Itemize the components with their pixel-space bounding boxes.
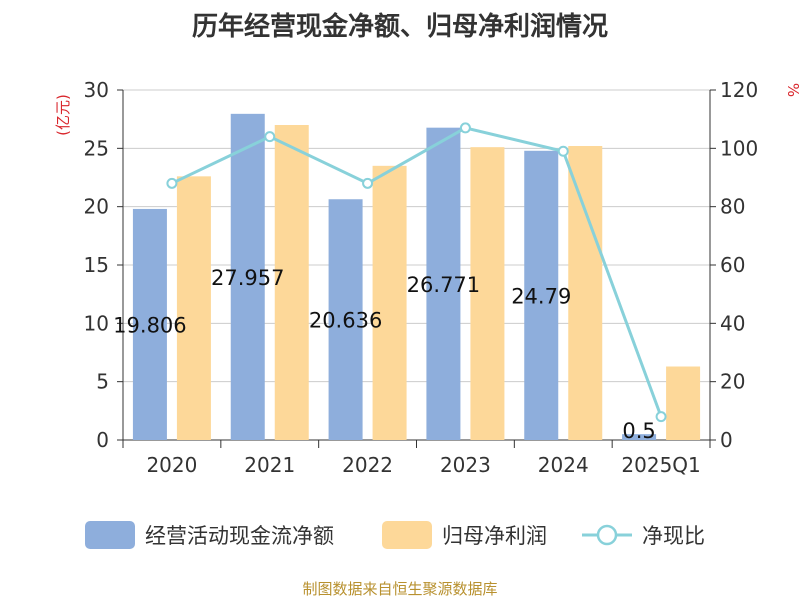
- source-note: 制图数据来自恒生聚源数据库: [302, 580, 498, 598]
- y-right-tick-label: 100: [720, 136, 758, 160]
- y-right-tick-label: 60: [720, 253, 745, 277]
- y-left-axis-label: (亿元): [54, 94, 72, 136]
- bar-cash-flow: [328, 199, 363, 440]
- line-ratio-point: [557, 145, 569, 157]
- legend-swatch-net-profit: [382, 521, 432, 549]
- y-right-tick-label: 20: [720, 370, 745, 394]
- bar-net-profit: [176, 176, 211, 441]
- y-left-tick-label: 30: [84, 78, 109, 102]
- legend-label-cash-flow: 经营活动现金流净额: [145, 524, 334, 548]
- x-tick-label: 2023: [440, 453, 491, 477]
- y-right-axis-label: %: [784, 83, 800, 97]
- x-tick-label: 2020: [146, 453, 197, 477]
- line-ratio-point: [166, 177, 178, 189]
- bar-net-profit: [470, 147, 505, 440]
- data-label-cash-flow: 26.771: [407, 273, 480, 297]
- y-right-tick-label: 80: [720, 195, 745, 219]
- y-left-tick-label: 0: [96, 428, 109, 452]
- data-label-cash-flow: 24.79: [511, 284, 571, 308]
- line-ratio-point: [362, 177, 374, 189]
- bar-cash-flow: [622, 434, 657, 440]
- x-tick-label: 2025Q1: [621, 453, 700, 477]
- line-ratio: [171, 126, 663, 418]
- y-right-tick-label: 40: [720, 311, 745, 335]
- bar-net-profit: [372, 165, 407, 441]
- x-tick-label: 2024: [538, 453, 589, 477]
- y-left-tick-label: 15: [84, 253, 109, 277]
- bar-net-profit: [568, 146, 603, 440]
- x-tick-label: 2022: [342, 453, 393, 477]
- y-left-tick-label: 20: [84, 195, 109, 219]
- y-left-tick-label: 10: [84, 311, 109, 335]
- data-label-cash-flow: 20.636: [309, 309, 382, 333]
- chart-title: 历年经营现金净额、归母净利润情况: [191, 12, 608, 42]
- x-tick-label: 2021: [244, 453, 295, 477]
- y-left-tick-label: 25: [84, 136, 109, 160]
- line-ratio-point: [459, 122, 471, 134]
- bar-net-profit: [666, 366, 701, 440]
- data-label-cash-flow: 19.806: [113, 313, 186, 337]
- legend-label-ratio: 净现比: [642, 524, 705, 548]
- legend-marker-ratio: [596, 524, 618, 546]
- data-label-cash-flow: 27.957: [211, 266, 284, 290]
- bar-cash-flow: [426, 127, 461, 441]
- data-label-cash-flow: 0.5: [622, 419, 655, 443]
- bar-cash-flow: [230, 113, 265, 441]
- bar-cash-flow: [132, 208, 167, 440]
- y-left-tick-label: 5: [96, 370, 109, 394]
- line-ratio-point: [655, 411, 667, 423]
- bar-cash-flow: [524, 150, 559, 441]
- legend-label-net-profit: 归母净利润: [442, 524, 547, 548]
- y-right-tick-label: 120: [720, 78, 758, 102]
- bar-net-profit: [274, 125, 309, 440]
- line-ratio-point: [264, 131, 276, 143]
- legend-swatch-cash-flow: [85, 521, 135, 549]
- y-right-tick-label: 0: [720, 428, 733, 452]
